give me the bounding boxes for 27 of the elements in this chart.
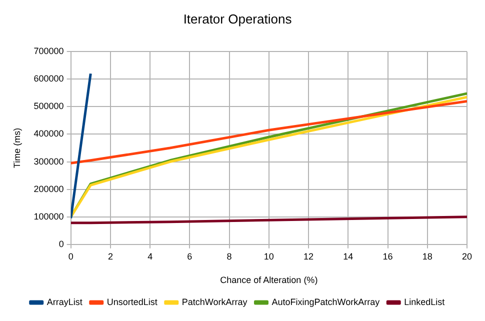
x-tick-label: 18	[422, 251, 432, 262]
y-tick-label: 100000	[34, 211, 64, 222]
x-tick-label: 2	[108, 251, 113, 262]
x-tick-label: 10	[264, 251, 274, 262]
legend-label: LinkedList	[404, 296, 446, 307]
x-tick-label: 16	[382, 251, 393, 262]
legend-label: UnsortedList	[106, 296, 158, 307]
y-tick-label: 400000	[34, 128, 64, 139]
x-axis-title: Chance of Alteration (%)	[220, 275, 318, 286]
x-tick-label: 4	[148, 251, 153, 262]
y-tick-label: 600000	[34, 74, 64, 84]
legend-label: AutoFixingPatchWorkArray	[272, 296, 380, 307]
y-tick-label: 300000	[34, 156, 64, 166]
legend-label: PatchWorkArray	[182, 296, 248, 307]
chart-title: Iterator Operations	[183, 11, 292, 26]
y-tick-label: 0	[58, 238, 64, 249]
y-tick-label: 700000	[34, 46, 64, 56]
x-tick-label: 8	[226, 251, 232, 262]
y-tick-label: 200000	[34, 184, 64, 194]
x-tick-label: 14	[343, 251, 354, 262]
y-axis-title: Time (ms)	[12, 128, 22, 168]
x-tick-label: 20	[462, 251, 472, 262]
x-tick-label: 0	[68, 251, 74, 262]
x-tick-label: 6	[187, 251, 192, 262]
y-tick-label: 500000	[34, 101, 64, 112]
x-tick-label: 12	[304, 251, 314, 262]
legend-label: ArrayList	[46, 296, 83, 307]
